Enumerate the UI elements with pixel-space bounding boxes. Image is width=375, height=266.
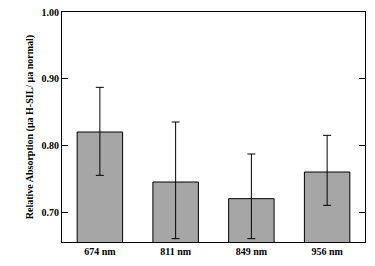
svg-text:0.70: 0.70 (42, 207, 60, 218)
svg-text:1.00: 1.00 (42, 7, 60, 18)
svg-text:0.90: 0.90 (42, 73, 60, 84)
svg-text:0.80: 0.80 (42, 140, 60, 151)
svg-text:956 nm: 956 nm (311, 246, 343, 257)
svg-text:Relative Absorption (μa H-SIL/: Relative Absorption (μa H-SIL/ μa normal… (24, 35, 36, 219)
svg-text:849 nm: 849 nm (236, 246, 268, 257)
svg-text:811 nm: 811 nm (160, 246, 192, 257)
svg-text:674 nm: 674 nm (84, 246, 116, 257)
